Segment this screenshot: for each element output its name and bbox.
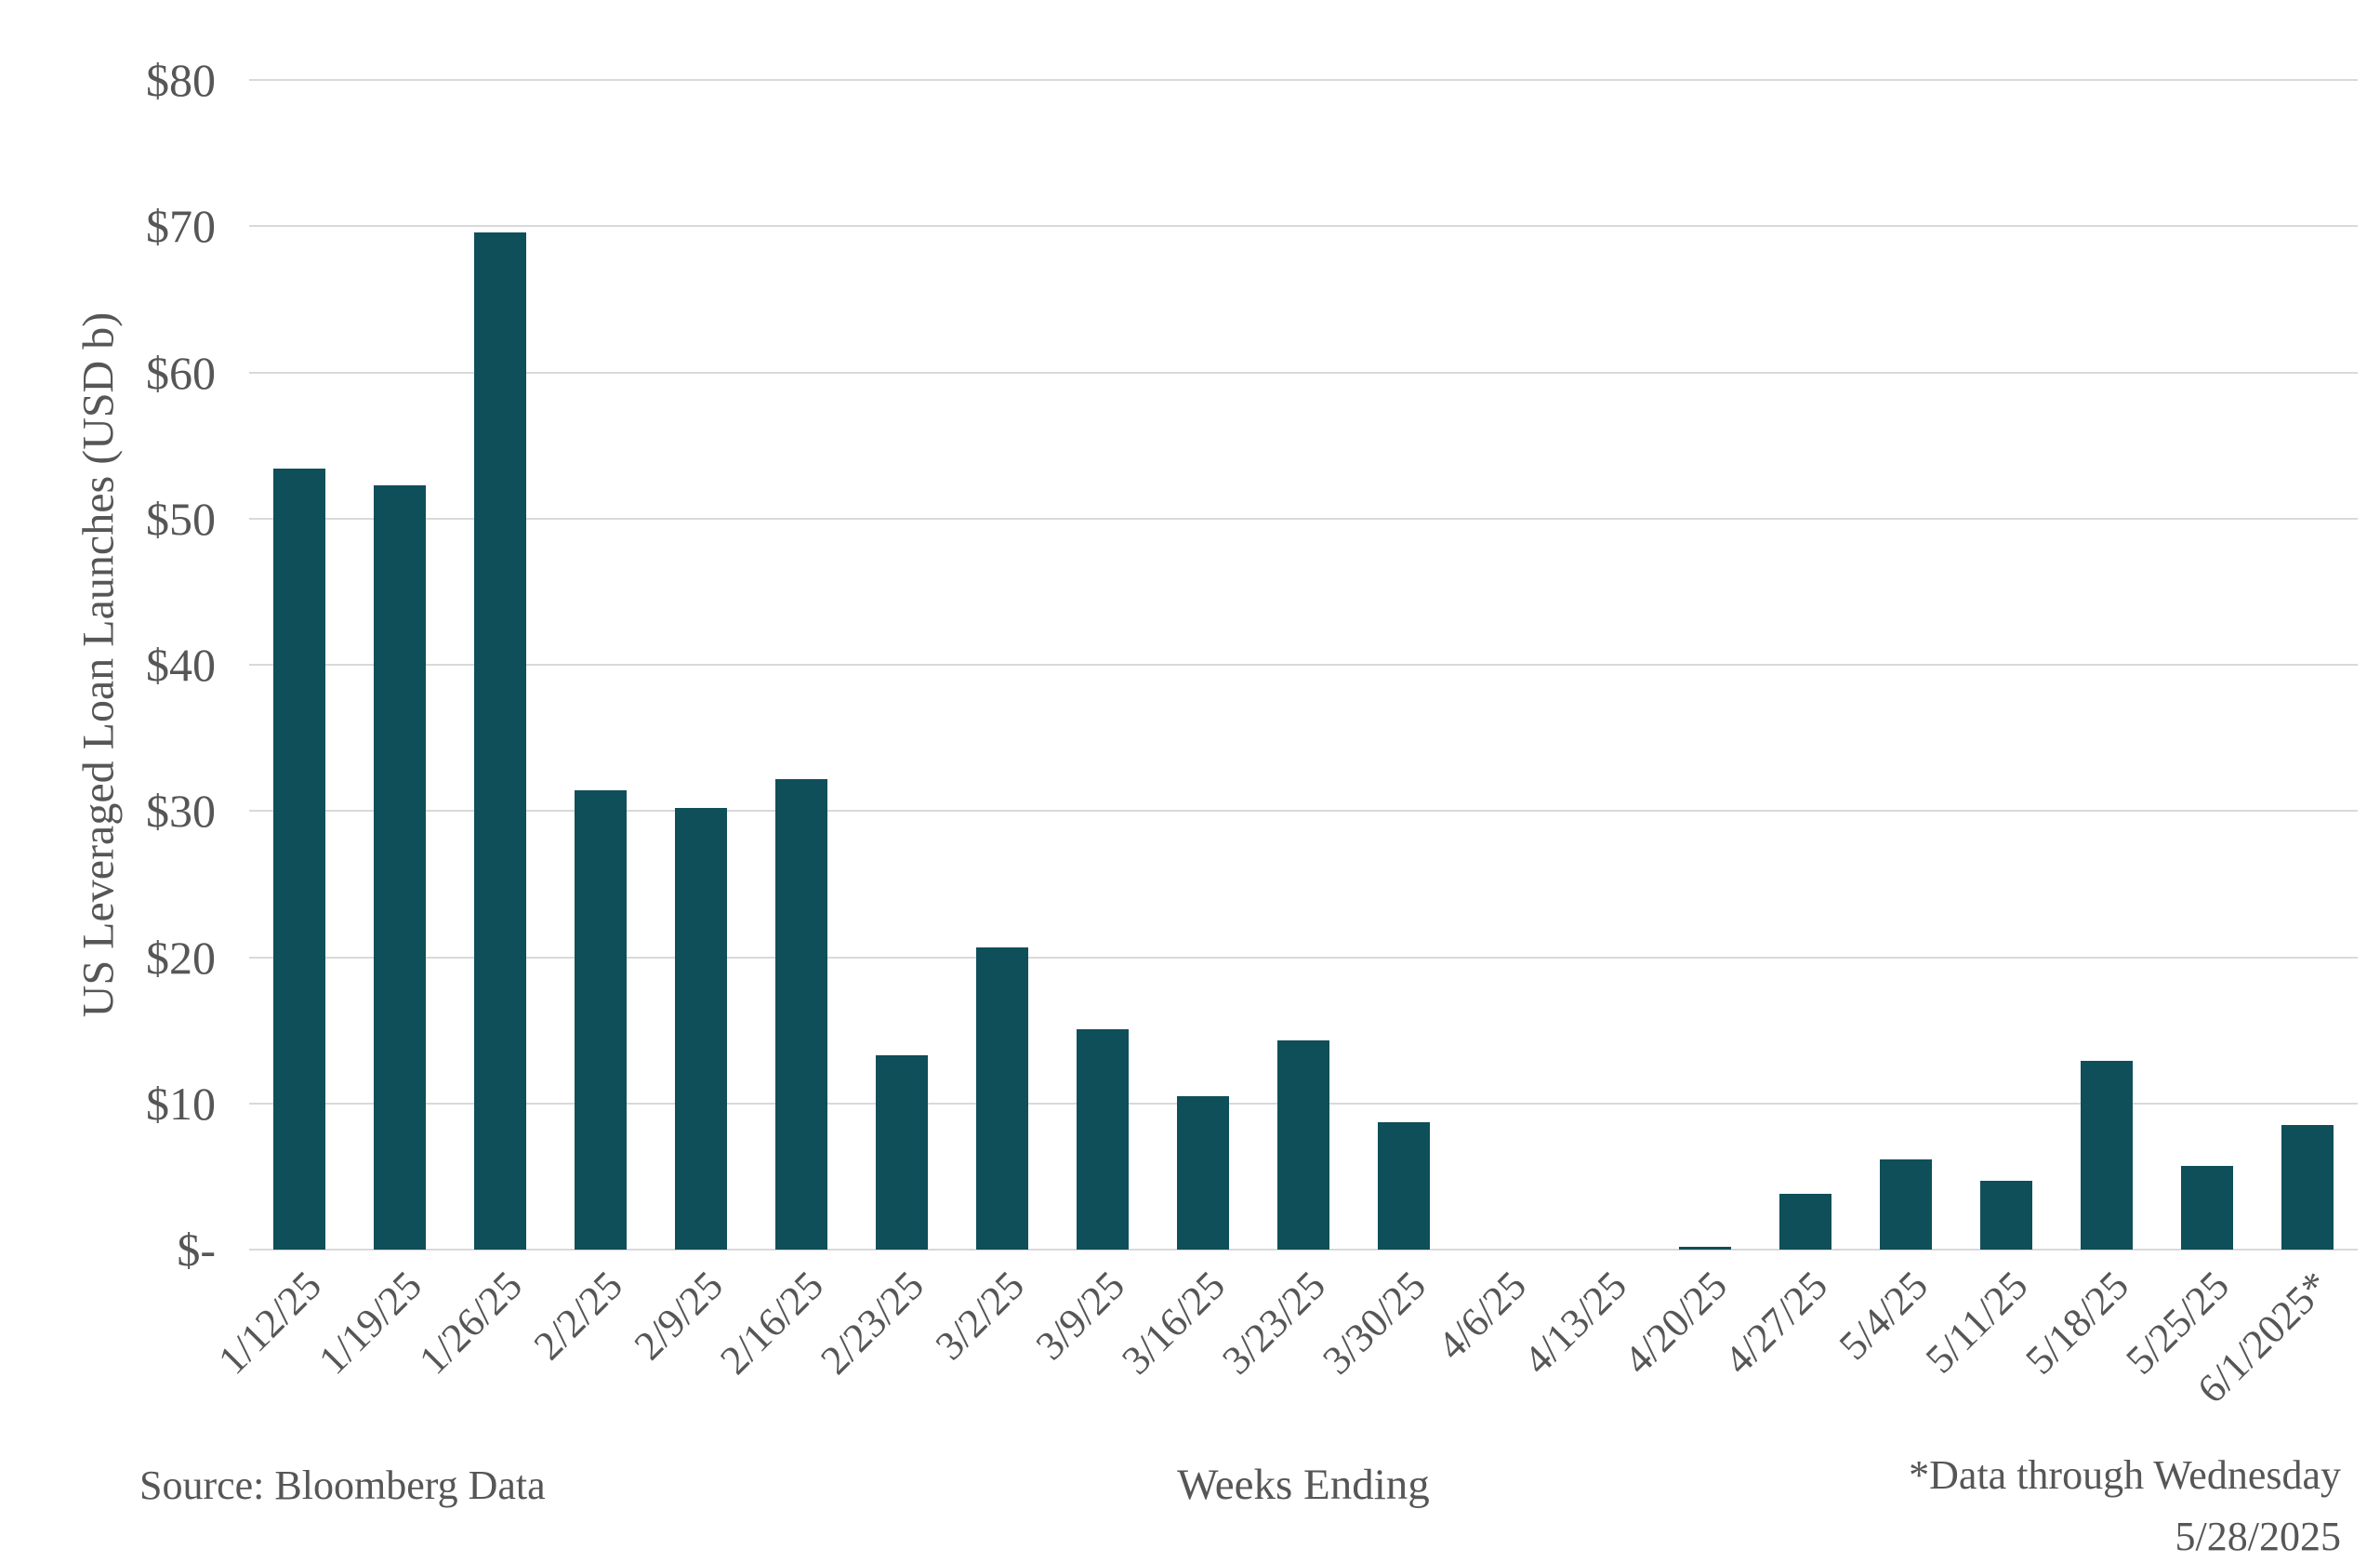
bar-slot (249, 80, 350, 1250)
bar-slot (550, 80, 651, 1250)
bar-3/23/25 (1276, 1040, 1330, 1250)
y-tick-label: $30 (146, 785, 216, 838)
bar-3/16/25 (1176, 1095, 1230, 1250)
bar-slot (1253, 80, 1354, 1250)
bar-2/2/25 (574, 790, 628, 1250)
bar-2/23/25 (875, 1054, 929, 1250)
bar-slot (952, 80, 1052, 1250)
bar-5/4/25 (1879, 1158, 1933, 1250)
gridline (249, 79, 2358, 81)
bar-1/12/25 (272, 469, 326, 1250)
y-tick-label: $60 (146, 346, 216, 399)
bar-slot (2257, 80, 2358, 1250)
bar-slot (1454, 80, 1554, 1250)
bar-slot (1856, 80, 1956, 1250)
x-tick-label: 3/30/25 (1313, 1262, 1435, 1383)
x-tick-label: 5/11/25 (1916, 1262, 2037, 1383)
x-tick-label: 1/12/25 (208, 1262, 330, 1383)
x-tick-label: 3/23/25 (1212, 1262, 1334, 1383)
bar-slot (2157, 80, 2257, 1250)
bar-4/27/25 (1778, 1194, 1832, 1250)
bar-slot (1655, 80, 1755, 1250)
y-tick-label: $50 (146, 492, 216, 545)
bar-slot (1052, 80, 1153, 1250)
bar-slot (651, 80, 751, 1250)
y-tick-label: $70 (146, 200, 216, 253)
bar-6/1/2025* (2281, 1125, 2334, 1250)
x-tick-label: 2/2/25 (524, 1262, 631, 1370)
x-tick-label: 4/27/25 (1714, 1262, 1836, 1383)
bar-1/26/25 (473, 232, 527, 1250)
bar-1/19/25 (373, 484, 427, 1250)
gridline (249, 371, 2358, 374)
bar-slot (1354, 80, 1454, 1250)
footnote-line2: 5/28/2025 (2175, 1514, 2341, 1559)
x-tick-label: 1/26/25 (409, 1262, 531, 1383)
source-note: Source: Bloomberg Data (139, 1463, 546, 1508)
bar-2/16/25 (774, 778, 828, 1250)
bar-slot (751, 80, 852, 1250)
gridline (249, 1249, 2358, 1251)
bar-5/18/25 (2080, 1061, 2134, 1250)
gridline (249, 956, 2358, 959)
x-tick-label: 2/23/25 (811, 1262, 932, 1383)
bar-slot (852, 80, 952, 1250)
bar-slot (450, 80, 550, 1250)
y-tick-label: $40 (146, 639, 216, 691)
y-axis-ticks: $- $10 $20 $30 $40 $50 $60 $70 $80 (0, 57, 216, 1273)
bar-3/9/25 (1076, 1028, 1130, 1250)
bar-slot (350, 80, 450, 1250)
gridline (249, 517, 2358, 520)
bar-2/9/25 (674, 808, 728, 1250)
plot-area (249, 79, 2358, 1251)
y-tick-label: $80 (146, 54, 216, 106)
x-axis-title: Weeks Ending (1177, 1461, 1430, 1509)
bar-3/30/25 (1377, 1122, 1431, 1250)
bars-row (249, 80, 2358, 1250)
x-tick-label: 4/20/25 (1614, 1262, 1736, 1383)
bar-3/2/25 (975, 946, 1029, 1250)
bar-slot (1755, 80, 1856, 1250)
x-tick-label: 1/19/25 (309, 1262, 430, 1383)
bar-slot (1956, 80, 2056, 1250)
bar-5/11/25 (1979, 1181, 2033, 1250)
bar-5/25/25 (2180, 1166, 2234, 1250)
footnote: *Data through Wednesday 5/28/2025 (1909, 1445, 2341, 1562)
y-tick-label: $- (177, 1224, 216, 1276)
x-tick-label: 4/13/25 (1514, 1262, 1635, 1383)
bar-4/20/25 (1678, 1246, 1732, 1250)
x-tick-label: 3/16/25 (1112, 1262, 1234, 1383)
gridline (249, 664, 2358, 666)
bar-slot (1153, 80, 1253, 1250)
gridline (249, 810, 2358, 813)
x-tick-label: 5/18/25 (2016, 1262, 2137, 1383)
gridline (249, 225, 2358, 228)
y-tick-label: $20 (146, 931, 216, 984)
y-tick-label: $10 (146, 1077, 216, 1130)
footnote-line1: *Data through Wednesday (1909, 1452, 2341, 1498)
bar-slot (2056, 80, 2157, 1250)
bar-slot (1554, 80, 1655, 1250)
x-tick-label: 2/16/25 (710, 1262, 832, 1383)
x-tick-label: 3/2/25 (926, 1262, 1033, 1370)
